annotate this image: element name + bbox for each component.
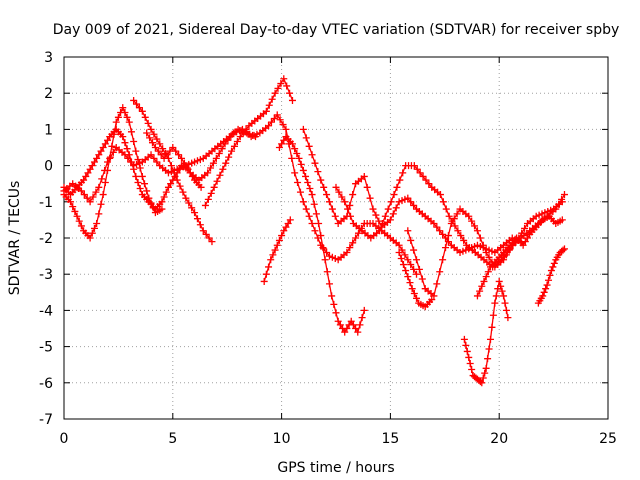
y-tick-label: -5 [39, 340, 53, 356]
data-point [560, 191, 568, 199]
data-point [299, 125, 307, 133]
series-arc-11 [404, 191, 568, 300]
data-point [288, 96, 296, 104]
x-axis-label: GPS time / hours [277, 460, 394, 476]
data-point [558, 216, 566, 224]
series-line [146, 113, 418, 275]
y-tick-label: -7 [39, 412, 53, 428]
x-tick-label: 20 [490, 431, 508, 447]
x-tick-label: 5 [168, 431, 177, 447]
y-axis-label: SDTVAR / TECUs [7, 181, 23, 296]
y-tick-label: -2 [39, 231, 53, 247]
y-tick-label: 2 [44, 86, 53, 102]
series-line [278, 135, 365, 334]
series-line [263, 219, 291, 282]
series-line [335, 164, 563, 268]
series-line [398, 252, 433, 308]
series-arc-2 [60, 104, 166, 242]
data-point [473, 292, 481, 300]
data-point [404, 227, 412, 235]
series-arc-7 [260, 216, 294, 285]
y-tick-label: -6 [39, 376, 53, 392]
data-point [560, 245, 568, 253]
x-tick-label: 0 [60, 431, 69, 447]
data-point [395, 248, 403, 256]
series-line [302, 129, 522, 254]
chart-title: Day 009 of 2021, Sidereal Day-to-day VTE… [53, 22, 620, 38]
series-arc-12 [395, 248, 436, 311]
x-tick-label: 10 [273, 431, 291, 447]
y-tick-label: 1 [44, 122, 53, 138]
y-tick-label: -3 [39, 267, 53, 283]
x-tick-label: 15 [381, 431, 399, 447]
data-series [60, 75, 568, 387]
data-point [197, 183, 205, 191]
data-point [286, 216, 294, 224]
series-arc-15 [534, 245, 568, 307]
y-tick-label: -4 [39, 303, 53, 319]
series-arc-9 [299, 125, 525, 256]
data-point [260, 277, 268, 285]
axis-ticks: 0 5 10 15 20 25 -7 -6 -5 -4 -3 -2 -1 0 1 2 3 [39, 50, 617, 447]
series-line [133, 99, 213, 243]
series-arc-13 [460, 277, 512, 387]
series-line [476, 215, 563, 297]
series-line [63, 128, 256, 203]
x-tick-label: 25 [599, 431, 617, 447]
series-arc-4 [130, 96, 216, 246]
y-tick-label: 3 [44, 50, 53, 66]
series-line [204, 77, 294, 206]
series-line [537, 248, 565, 304]
series-arc-6 [201, 75, 296, 209]
series-arc-14 [473, 212, 566, 300]
series-arc-8 [275, 133, 368, 336]
series-arc-10 [332, 162, 566, 271]
y-tick-label: -1 [39, 195, 53, 211]
data-point [413, 270, 421, 278]
series-line [63, 106, 163, 240]
y-tick-label: 0 [44, 159, 53, 175]
series-line [463, 281, 509, 384]
data-point [201, 201, 209, 209]
